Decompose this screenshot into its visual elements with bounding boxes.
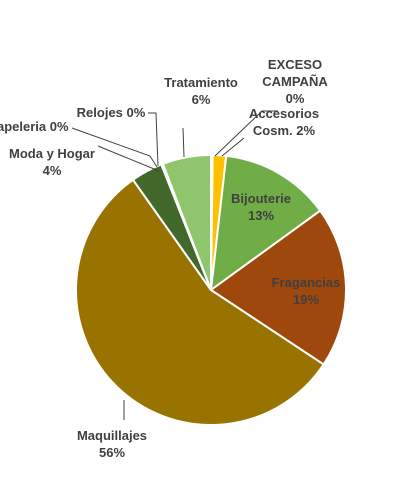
slice-fragancias xyxy=(210,209,347,366)
data-label-accesorios-cosm: Accesorios Cosm. 2% xyxy=(249,106,319,138)
leader-line-accesorios-cosm xyxy=(221,137,245,157)
data-label-fragancias: Fragancias 19% xyxy=(272,275,341,307)
leader-lines xyxy=(71,110,278,420)
slice-bijouterie xyxy=(210,154,322,291)
data-label-papeleria: apeleria 0% xyxy=(0,119,69,134)
pie-slices xyxy=(75,153,347,426)
data-label-relojes: Relojes 0% xyxy=(77,105,146,120)
data-label-bijouterie: Bijouterie 13% xyxy=(231,191,291,223)
leader-line-tratamiento xyxy=(182,127,185,158)
leader-line-moda-y-hogar xyxy=(97,145,160,172)
data-label-moda-y-hogar: Moda y Hogar 4% xyxy=(9,146,95,178)
data-label-maquillajes: Maquillajes 56% xyxy=(77,428,147,460)
data-label-exceso-campana: EXCESO CAMPAÑA 0% xyxy=(262,57,328,106)
data-label-tratamiento: Tratamiento 6% xyxy=(164,75,238,107)
slice-maquillajes xyxy=(75,178,325,426)
slice-labels: EXCESO CAMPAÑA 0%Accesorios Cosm. 2% Bijoute… xyxy=(0,57,340,460)
slice-tratamiento xyxy=(161,154,212,291)
leader-line-relojes xyxy=(148,112,159,167)
leader-line-papeleria xyxy=(71,127,158,168)
leader-line-exceso-campana xyxy=(214,110,278,157)
